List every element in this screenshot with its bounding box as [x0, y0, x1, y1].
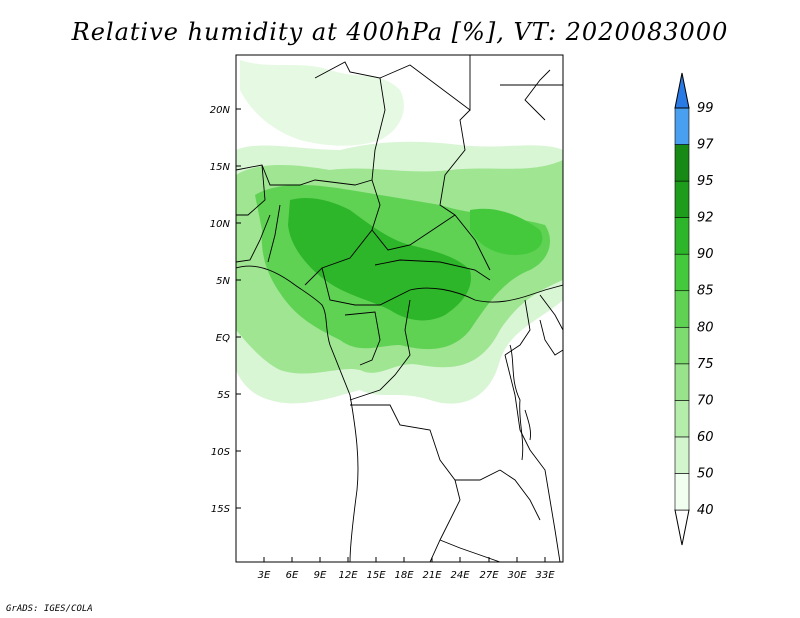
lat-label: 10N	[210, 219, 231, 230]
colorbar-bin	[674, 400, 690, 438]
lon-label: 27E	[479, 570, 499, 581]
colorbar-bin	[674, 107, 690, 145]
lon-label: 6E	[286, 570, 299, 581]
colorbar-label: 50	[697, 466, 714, 481]
colorbar-label: 90	[697, 247, 714, 262]
lon-label: 18E	[394, 570, 414, 581]
colorbar-label: 40	[697, 503, 714, 518]
colorbar-under-triangle	[674, 509, 690, 546]
colorbar-bin	[674, 363, 690, 401]
colorbar-label: 99	[697, 101, 714, 116]
country-borders	[236, 55, 563, 562]
latitude-axis: 20N 15N 10N 5N EQ 5S 10S 15S	[210, 105, 241, 515]
colorbar-bin	[674, 144, 690, 182]
longitude-axis: 3E 6E 9E 12E 15E 18E 21E 24E 27E 30E 33E	[258, 557, 555, 581]
lat-label: EQ	[216, 333, 230, 344]
lat-label: 5S	[217, 390, 230, 401]
colorbar-label: 60	[697, 430, 714, 445]
colorbar-label: 97	[697, 138, 714, 153]
colorbar: 40 50 60 70 75 80 85 90 92 95 97 99	[674, 72, 714, 546]
lon-label: 3E	[258, 570, 271, 581]
lat-label: 10S	[211, 447, 231, 458]
lon-label: 24E	[450, 570, 470, 581]
map-frame	[235, 54, 564, 563]
lon-label: 15E	[366, 570, 386, 581]
colorbar-label: 80	[697, 320, 714, 335]
lat-label: 5N	[216, 276, 230, 287]
colorbar-bin	[674, 217, 690, 255]
lon-label: 9E	[314, 570, 327, 581]
lat-label: 15N	[210, 162, 231, 173]
grads-credit: GrADS: IGES/COLA	[6, 604, 93, 614]
colorbar-label: 95	[697, 174, 714, 189]
lon-label: 21E	[422, 570, 442, 581]
colorbar-bin	[674, 253, 690, 292]
humidity-band-core	[288, 198, 471, 321]
colorbar-bin	[674, 473, 690, 511]
colorbar-bin	[674, 290, 690, 328]
map-title: Relative humidity at 400hPa [%], VT: 202…	[71, 18, 729, 46]
colorbar-label: 70	[697, 393, 714, 408]
colorbar-bin	[674, 326, 690, 365]
humidity-field	[236, 60, 563, 404]
lat-label: 20N	[210, 105, 231, 116]
lat-label: 15S	[211, 504, 231, 515]
humidity-band-core-east	[470, 208, 543, 255]
lon-label: 33E	[535, 570, 555, 581]
lon-label: 12E	[338, 570, 358, 581]
lon-label: 30E	[507, 570, 527, 581]
colorbar-label: 92	[697, 211, 714, 226]
colorbar-label: 75	[697, 357, 714, 372]
colorbar-bin	[674, 436, 690, 474]
colorbar-label: 85	[697, 284, 714, 299]
colorbar-bin	[674, 180, 690, 218]
humidity-band-light-north	[240, 60, 404, 146]
colorbar-over-triangle	[674, 72, 690, 109]
